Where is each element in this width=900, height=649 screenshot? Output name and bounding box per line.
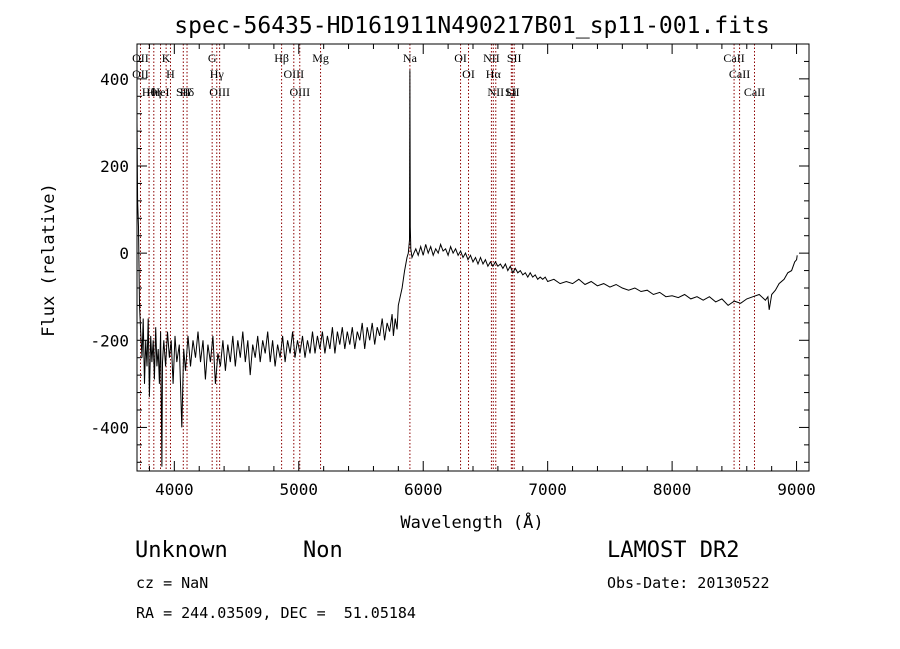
line-label: SII [505,85,520,99]
line-label: Li [506,85,517,99]
subclass-label: Non [303,538,343,563]
y-tick-label: -200 [90,331,129,350]
line-label: OII [132,51,149,65]
line-label: NII [483,51,500,65]
line-label: CaII [729,67,750,81]
line-label: OIII [289,85,310,99]
y-tick-label: 0 [119,244,129,263]
line-label: Hθ [142,85,157,99]
classification-label: Unknown [135,538,228,563]
line-label: Hβ [274,51,289,65]
line-markers [139,44,755,471]
plot-frame [136,43,810,472]
coordinates-label: RA = 244.03509, DEC = 51.05184 [136,604,416,622]
line-label: Hγ [210,67,225,81]
line-label: Mg [312,51,329,65]
line-label: OI [462,67,475,81]
x-axis-label: Wavelength (Å) [400,511,543,533]
x-tick-label: 5000 [280,480,319,499]
line-label: CaII [723,51,744,65]
x-axis: 4000 5000 6000 7000 8000 9000 [148,44,816,499]
line-label: SII [507,51,522,65]
y-tick-label: -400 [90,418,129,437]
x-tick-label: 4000 [155,480,194,499]
line-label: OIII [283,67,304,81]
y-tick-label: 200 [100,157,129,176]
obs-date-label: Obs-Date: 20130522 [607,574,770,592]
line-label: HeI [152,85,170,99]
line-label: G [208,51,217,65]
line-label: CaII [744,85,765,99]
line-label: K [162,51,171,65]
y-axis-label: Flux (relative) [39,183,59,337]
x-tick-label: 8000 [653,480,692,499]
redshift-label: cz = NaN [136,574,209,592]
survey-label: LAMOST DR2 [607,538,740,563]
line-label: Hδ [180,85,195,99]
line-label: Hα [486,67,502,81]
line-label: OI [454,51,467,65]
line-label: NII [487,85,504,99]
line-label: H [166,67,175,81]
spectrum-series [136,70,798,467]
line-label: Hη [146,85,161,99]
line-label: Na [403,51,418,65]
x-tick-label: 7000 [528,480,567,499]
line-label: OII [132,67,149,81]
x-tick-label: 9000 [777,480,816,499]
y-tick-label: 400 [100,70,129,89]
line-label: SII [176,85,191,99]
line-label: OIII [209,85,230,99]
spectrum-line [136,70,798,467]
x-tick-label: 6000 [404,480,443,499]
y-axis: -400 -200 0 200 400 [90,43,809,463]
chart-title: spec-56435-HD161911N490217B01_sp11-001.f… [174,13,769,39]
